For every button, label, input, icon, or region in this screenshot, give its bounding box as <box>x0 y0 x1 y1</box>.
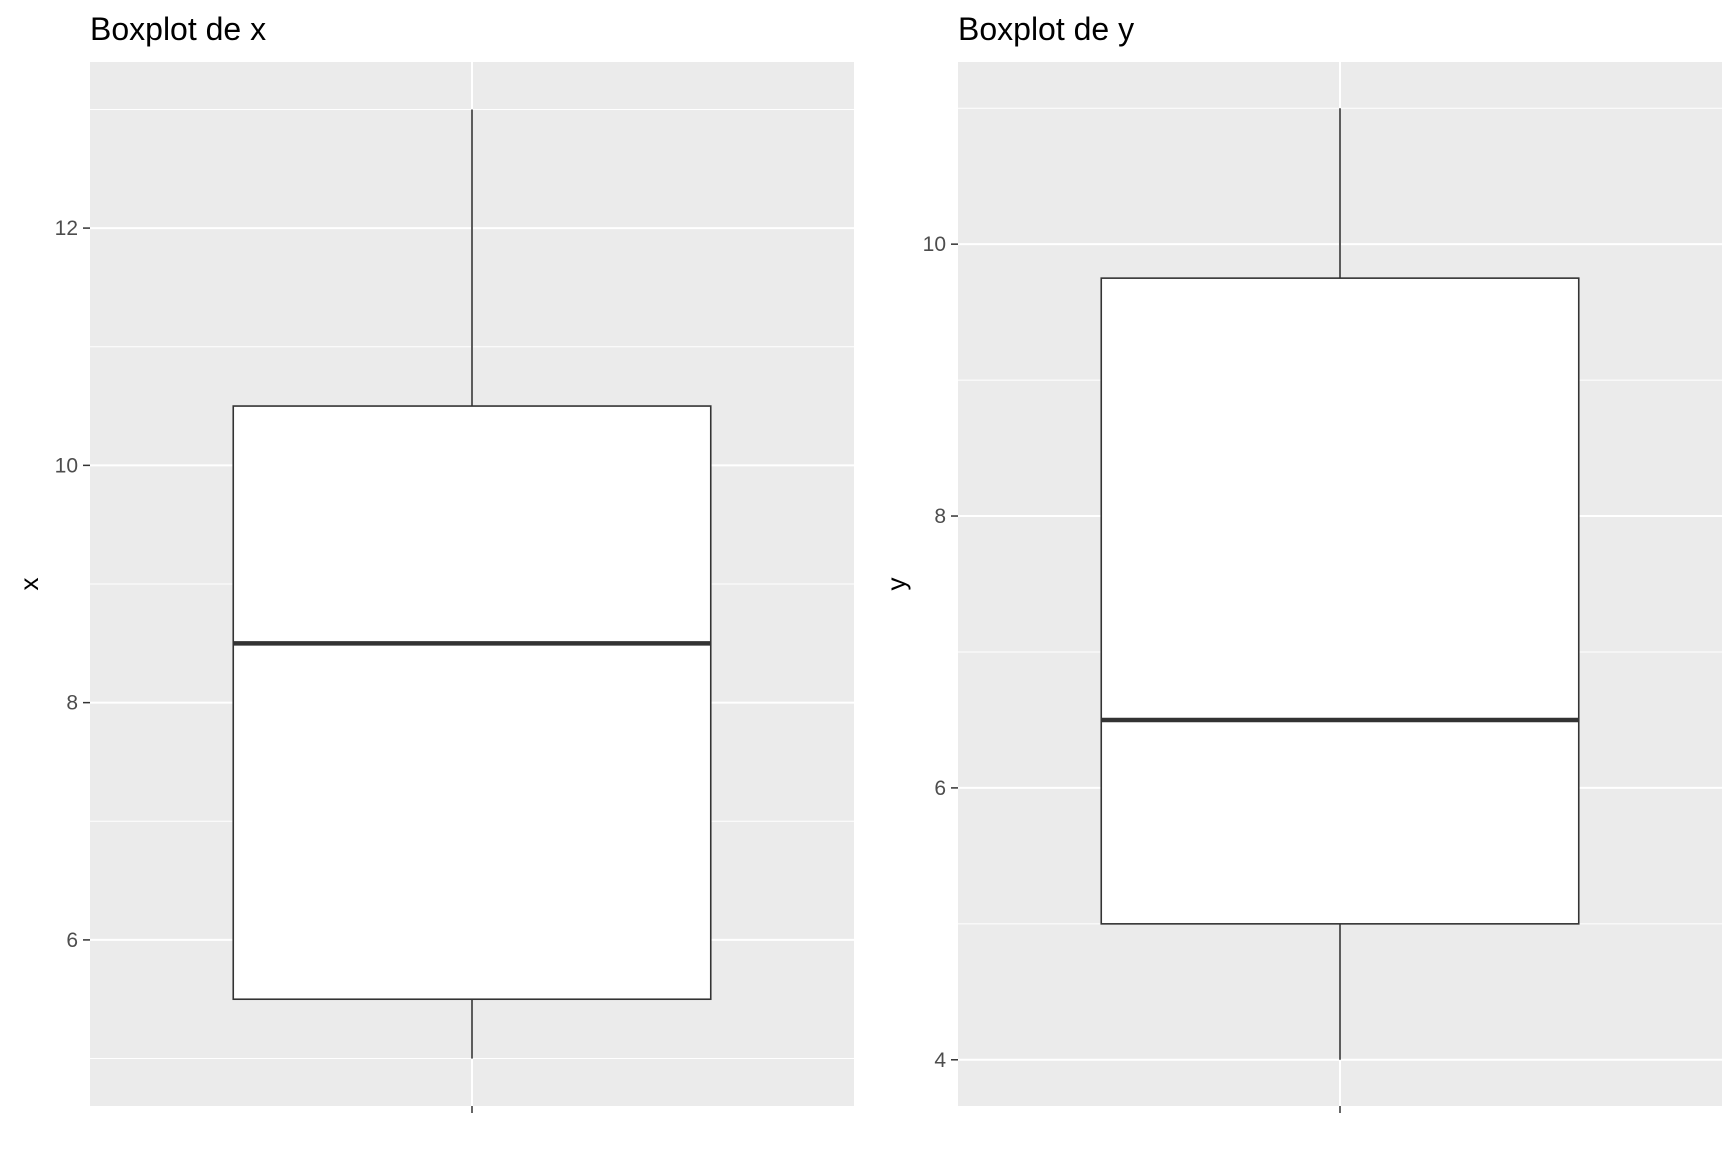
chart-title: Boxplot de x <box>90 11 266 47</box>
y-tick-label: 8 <box>934 505 946 528</box>
y-axis-label: y <box>881 578 911 591</box>
y-tick-label: 10 <box>55 454 78 477</box>
box-group <box>232 109 712 1059</box>
y-tick-label: 12 <box>55 217 78 240</box>
y-tick-label: 6 <box>934 777 946 800</box>
y-tick-label: 4 <box>934 1049 946 1072</box>
chart-x: Boxplot de x 6 8 10 12 x <box>14 11 854 1113</box>
y-tick-label: 8 <box>66 692 78 715</box>
tick-labels: 4 6 8 10 <box>923 233 1341 1113</box>
chart-y: Boxplot de y 4 6 8 10 y <box>881 11 1722 1113</box>
box-group <box>1100 108 1580 1060</box>
box-iqr <box>1100 277 1580 925</box>
chart-title: Boxplot de y <box>958 11 1134 47</box>
box-iqr <box>232 405 712 1001</box>
y-tick-label: 6 <box>66 929 78 952</box>
y-tick-label: 10 <box>923 233 946 256</box>
y-axis-label: x <box>14 578 44 591</box>
tick-labels: 6 8 10 12 <box>55 217 473 1113</box>
